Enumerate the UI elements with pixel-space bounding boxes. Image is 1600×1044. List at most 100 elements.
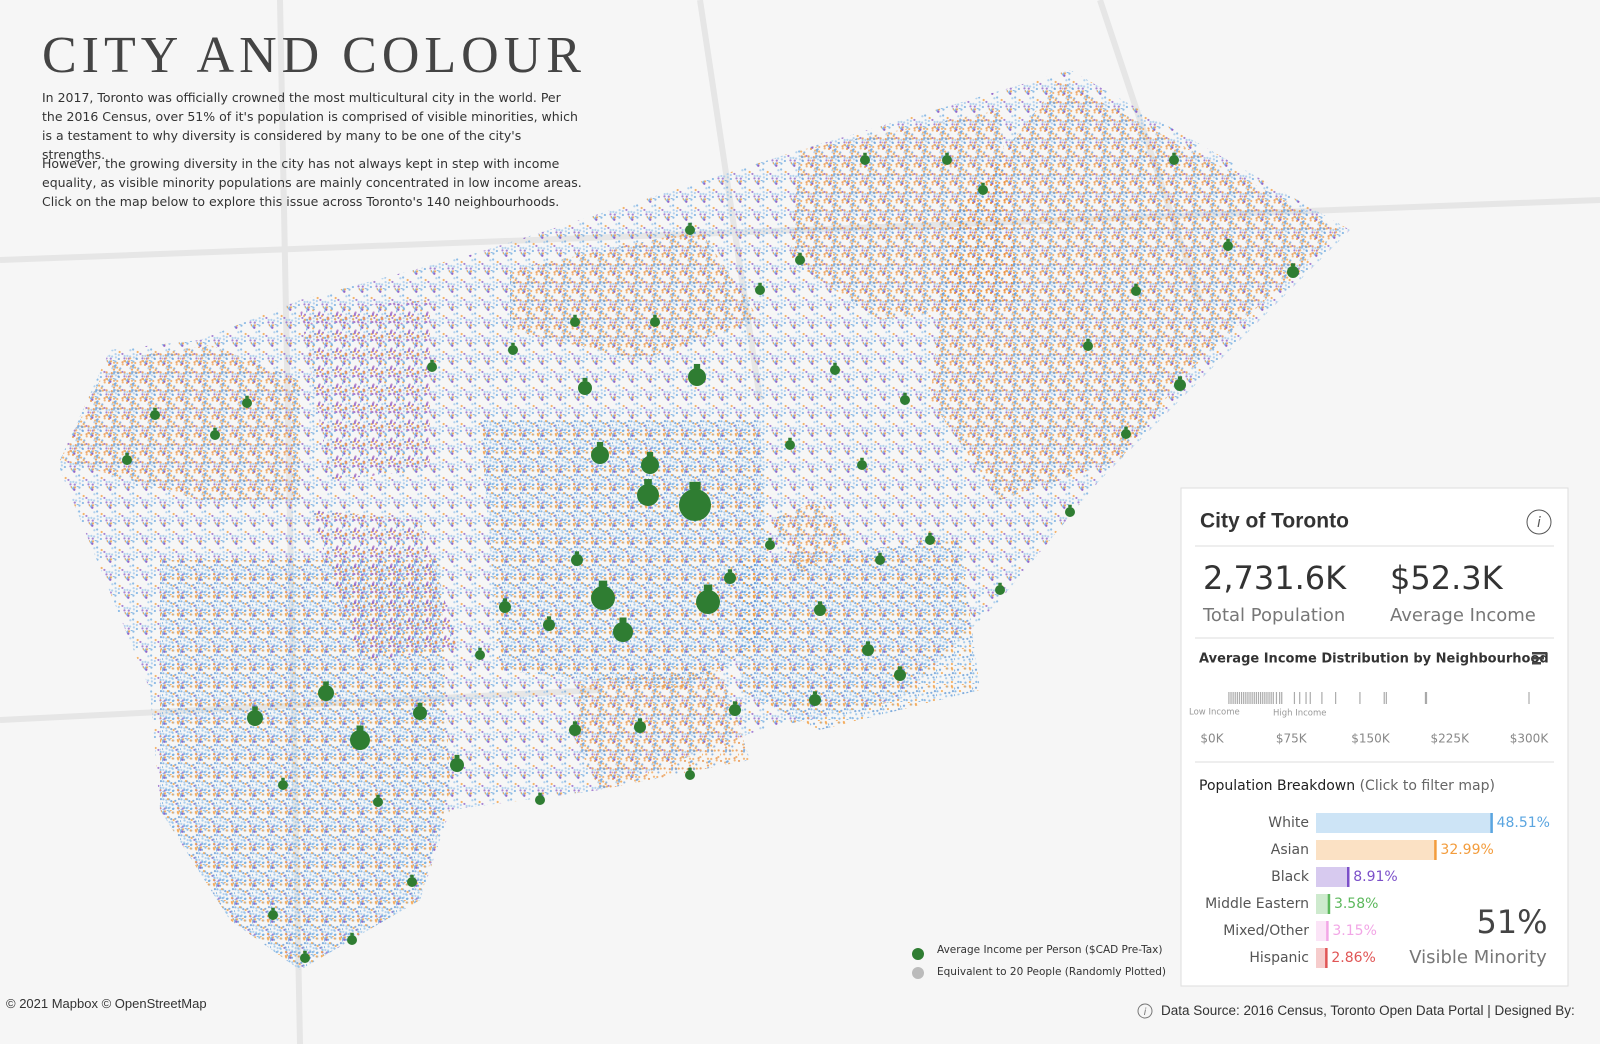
income-bag-knot <box>546 616 552 620</box>
income-bag <box>830 365 840 375</box>
income-bag-knot <box>1068 504 1072 508</box>
legend-bag <box>912 948 924 960</box>
income-bag-knot <box>644 479 652 485</box>
income-bag-knot <box>245 395 249 399</box>
neighbourhood-area[interactable] <box>160 560 450 970</box>
neighbourhood-area[interactable] <box>310 510 460 660</box>
neighbourhood-area[interactable] <box>480 420 770 690</box>
panel-bg <box>1180 487 1569 987</box>
x-tick-label: $225K <box>1431 732 1471 746</box>
income-bag-knot <box>689 481 701 490</box>
info-icon-text[interactable]: i <box>1537 515 1541 531</box>
category-label: Hispanic <box>1249 950 1309 966</box>
bar[interactable] <box>1316 948 1327 968</box>
income-bag-knot <box>125 452 129 456</box>
legend-text: Average Income per Person ($CAD Pre-Tax) <box>937 944 1162 956</box>
x-tick-label: $300K <box>1510 732 1550 746</box>
value-label: 48.51% <box>1497 815 1550 831</box>
income-bag-knot <box>417 702 423 707</box>
income-bag-knot <box>727 569 733 573</box>
chart-subtitle: (Click to filter map) <box>1360 778 1495 794</box>
income-bag-knot <box>598 580 608 587</box>
income-bag <box>814 604 826 616</box>
income-bag <box>247 710 263 726</box>
income-bag-knot <box>1290 263 1296 267</box>
income-bag <box>499 601 511 613</box>
income-bag <box>875 555 885 565</box>
income-bag-knot <box>903 392 907 396</box>
income-bag-knot <box>573 314 577 318</box>
neighbourhood-area[interactable] <box>60 345 300 500</box>
income-bag-knot <box>252 706 258 711</box>
neighbourhood-area[interactable] <box>300 300 430 480</box>
bar[interactable] <box>1316 894 1329 914</box>
minority-value: 51% <box>1476 903 1547 941</box>
income-bag <box>150 410 160 420</box>
x-tick-label: $75K <box>1276 732 1308 746</box>
income-bag <box>679 489 711 521</box>
info-icon[interactable] <box>1526 509 1552 535</box>
neighbourhood-area[interactable] <box>740 540 980 730</box>
income-bag <box>634 721 646 733</box>
income-bag <box>900 395 910 405</box>
income-bag-knot <box>812 691 818 695</box>
income-bag-knot <box>356 725 364 731</box>
income-bag <box>795 255 805 265</box>
sort-icon[interactable] <box>1532 652 1547 665</box>
footer-info-icon[interactable] <box>1137 1003 1153 1019</box>
income-bag <box>724 572 736 584</box>
income-bag <box>978 185 988 195</box>
neighbourhood-area[interactable] <box>510 230 760 360</box>
income-bag-knot <box>271 907 275 911</box>
income-bag-knot <box>213 427 217 431</box>
income-bag-knot <box>153 407 157 411</box>
income-bag <box>242 398 252 408</box>
income-bag <box>318 685 334 701</box>
data-source: Data Source: 2016 Census, Toronto Open D… <box>1161 1003 1575 1018</box>
low-income-label: Low Income <box>1189 708 1240 718</box>
income-bag-knot <box>833 362 837 366</box>
income-bag-knot <box>863 152 867 156</box>
income-bag <box>809 694 821 706</box>
bar[interactable] <box>1316 813 1492 833</box>
income-bag-knot <box>582 377 588 382</box>
neighbourhood-area[interactable] <box>575 670 750 790</box>
income-bag-knot <box>928 532 932 536</box>
income-bag-knot <box>860 457 864 461</box>
income-bag <box>508 345 518 355</box>
income-bag <box>591 446 609 464</box>
income-bag-knot <box>572 721 578 725</box>
income-bag-knot <box>945 152 949 156</box>
income-bag <box>569 724 581 736</box>
category-label: White <box>1268 815 1309 831</box>
income-bag <box>210 430 220 440</box>
intro-paragraph: In 2017, Toronto was officially crowned … <box>42 90 578 162</box>
income-bag-knot <box>1134 283 1138 287</box>
income-bag <box>543 619 555 631</box>
income-bag <box>278 780 288 790</box>
income-bag <box>755 285 765 295</box>
kpi-value: 2,731.6K <box>1203 559 1347 597</box>
bar[interactable] <box>1316 840 1436 860</box>
income-bag-knot <box>1172 152 1176 156</box>
neighbourhood-area[interactable] <box>770 500 850 575</box>
footer-info-text: i <box>1144 1007 1147 1018</box>
income-bag-knot <box>897 666 903 670</box>
income-bag <box>688 368 706 386</box>
income-bag <box>1169 155 1179 165</box>
income-bag <box>641 456 659 474</box>
income-bag <box>862 644 874 656</box>
income-bag-knot <box>430 359 434 363</box>
income-bag-knot <box>303 950 307 954</box>
category-label: Black <box>1271 869 1310 885</box>
income-bag <box>1065 507 1075 517</box>
income-bag-knot <box>998 582 1002 586</box>
income-bag-knot <box>817 601 823 605</box>
value-label: 3.15% <box>1332 923 1376 939</box>
bar[interactable] <box>1316 921 1328 941</box>
bar[interactable] <box>1316 867 1349 887</box>
chart-title-main: Population Breakdown <box>1199 778 1355 794</box>
income-bag <box>637 484 659 506</box>
